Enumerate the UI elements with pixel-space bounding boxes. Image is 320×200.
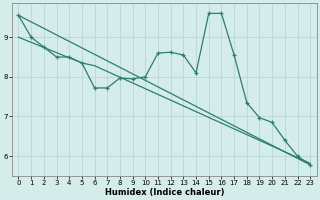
X-axis label: Humidex (Indice chaleur): Humidex (Indice chaleur) bbox=[105, 188, 224, 197]
